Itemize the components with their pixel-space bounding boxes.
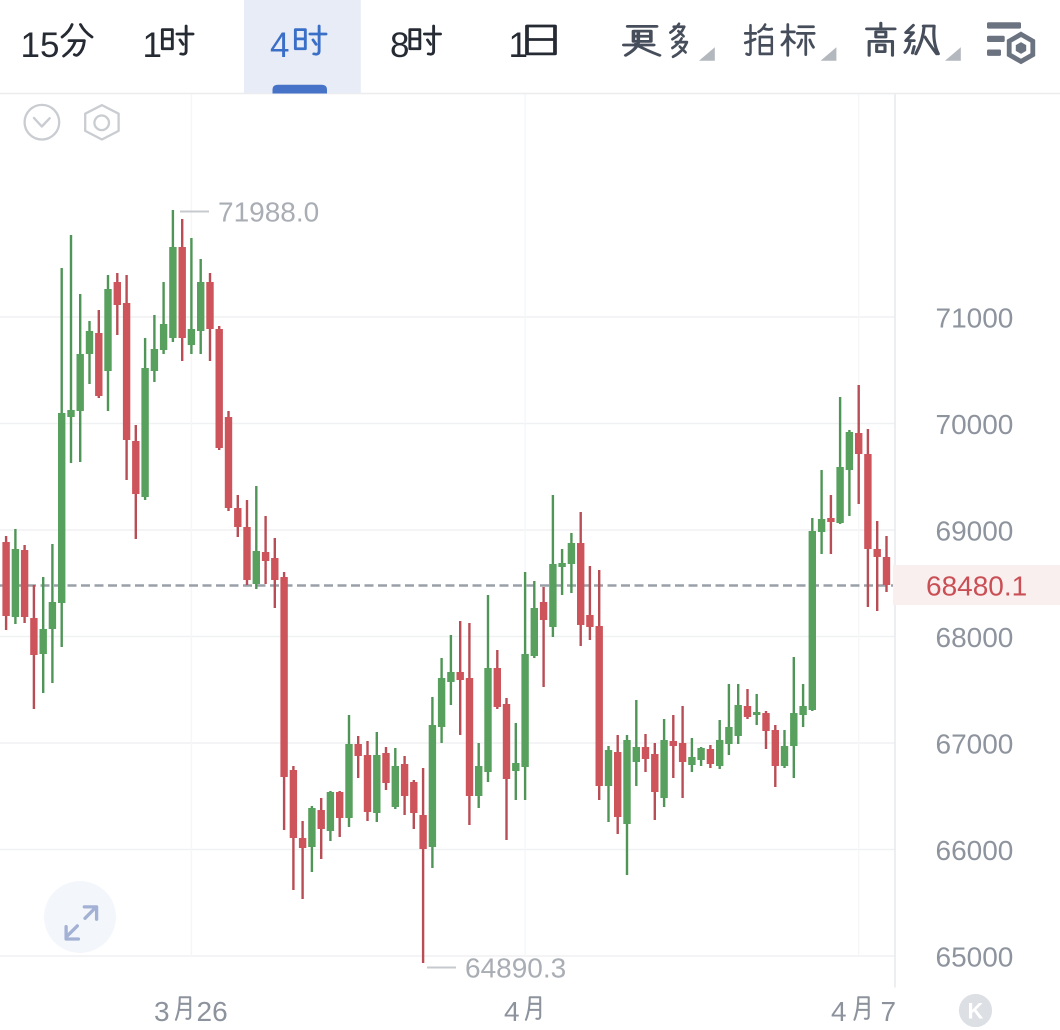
svg-text:4: 4 xyxy=(270,26,289,65)
svg-text:1: 1 xyxy=(143,26,162,65)
svg-text:26: 26 xyxy=(197,996,228,1027)
svg-text:67000: 67000 xyxy=(936,729,1014,760)
svg-text:1: 1 xyxy=(509,26,528,65)
svg-text:69000: 69000 xyxy=(936,516,1014,547)
svg-text:64890.3: 64890.3 xyxy=(465,953,566,984)
svg-text:7: 7 xyxy=(881,996,897,1027)
svg-text:K: K xyxy=(968,999,984,1024)
svg-text:65000: 65000 xyxy=(936,942,1014,973)
svg-text:8: 8 xyxy=(390,26,409,65)
svg-text:68480.1: 68480.1 xyxy=(926,571,1027,602)
svg-text:70000: 70000 xyxy=(936,409,1014,440)
svg-text:68000: 68000 xyxy=(936,622,1014,653)
svg-text:71000: 71000 xyxy=(936,303,1014,334)
svg-text:66000: 66000 xyxy=(936,835,1014,866)
svg-text:71988.0: 71988.0 xyxy=(218,197,319,228)
svg-text:3: 3 xyxy=(154,996,170,1027)
svg-text:4: 4 xyxy=(504,996,520,1027)
svg-text:4: 4 xyxy=(831,996,847,1027)
svg-text:15: 15 xyxy=(21,26,60,65)
